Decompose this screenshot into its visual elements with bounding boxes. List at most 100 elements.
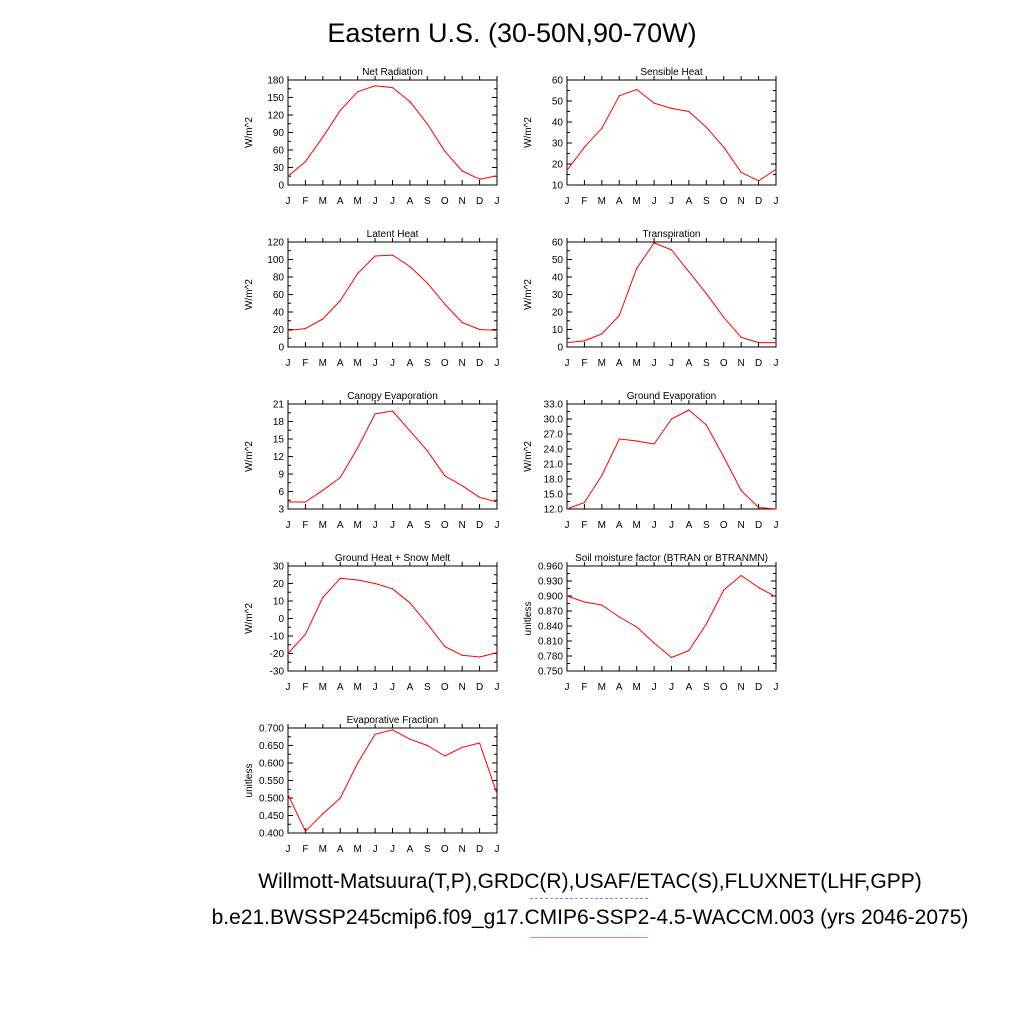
- data-point: [478, 178, 481, 180]
- data-point: [391, 254, 394, 256]
- data-point: [566, 342, 568, 344]
- data-point: [670, 418, 673, 420]
- chart-ground-evaporation: Ground Evaporation W/m^2 12.0 15.0 18.0 21.0 2…: [523, 391, 779, 531]
- data-point: [374, 733, 376, 735]
- x-tick-label: N: [738, 196, 745, 207]
- x-tick-label: J: [774, 358, 779, 369]
- data-point: [688, 271, 690, 273]
- x-tick-label: J: [373, 682, 378, 693]
- y-tick-label: 20: [552, 160, 564, 171]
- data-point: [391, 410, 394, 412]
- data-point: [391, 86, 394, 89]
- y-tick-label: 0.780: [538, 652, 563, 663]
- data-point: [461, 485, 463, 487]
- data-point: [304, 501, 307, 503]
- data-point: [740, 574, 742, 577]
- data-point: [461, 170, 463, 172]
- y-tick-label: 120: [267, 238, 284, 249]
- series-line: [287, 85, 498, 180]
- data-point: [478, 656, 481, 658]
- x-tick-label: J: [669, 196, 674, 207]
- data-point: [705, 293, 707, 295]
- data-sources-caption: Willmott-Matsuura(T,P),GRDC(R),USAF/ETAC…: [258, 870, 922, 893]
- chart-title: Canopy Evaporation: [347, 391, 438, 402]
- x-tick-label: J: [565, 682, 570, 693]
- x-tick-label: M: [598, 682, 606, 693]
- data-point: [583, 601, 586, 603]
- y-tick-label: 0.870: [538, 607, 563, 618]
- data-point: [496, 501, 498, 503]
- x-tick-label: J: [565, 520, 570, 531]
- data-point: [304, 830, 307, 832]
- x-tick-label: J: [495, 358, 500, 369]
- y-tick-label: 9: [278, 470, 284, 481]
- x-tick-label: J: [495, 682, 500, 693]
- data-point: [357, 762, 359, 764]
- data-point: [583, 146, 586, 148]
- y-tick-label: 50: [552, 97, 564, 108]
- y-tick-label: -20: [270, 649, 285, 660]
- x-tick-label: J: [373, 520, 378, 531]
- data-point: [426, 282, 428, 284]
- y-tick-label: 30.0: [544, 415, 564, 426]
- y-tick-label: -30: [270, 667, 285, 678]
- data-point: [409, 100, 411, 103]
- y-axis-label: W/m^2: [523, 279, 534, 310]
- data-point: [723, 589, 725, 591]
- x-tick-label: J: [669, 520, 674, 531]
- y-tick-label: 6: [278, 487, 284, 498]
- y-tick-label: 40: [552, 118, 564, 129]
- x-tick-label: M: [598, 520, 606, 531]
- x-tick-label: J: [286, 682, 291, 693]
- x-tick-label: A: [407, 196, 414, 207]
- y-tick-label: 10: [552, 181, 564, 192]
- x-tick-label: J: [286, 844, 291, 855]
- x-tick-label: F: [302, 844, 308, 855]
- y-tick-label: 21: [273, 400, 285, 411]
- y-tick-label: 10: [552, 325, 564, 336]
- y-tick-label: 60: [273, 290, 285, 301]
- y-tick-label: 30: [552, 139, 564, 150]
- y-tick-label: 0.550: [259, 776, 284, 787]
- y-tick-label: 12: [273, 452, 285, 463]
- data-point: [304, 161, 307, 163]
- x-tick-label: M: [319, 520, 327, 531]
- x-tick-label: F: [581, 682, 587, 693]
- x-tick-label: F: [302, 520, 308, 531]
- data-point: [740, 336, 742, 338]
- series-line: [566, 409, 777, 510]
- x-tick-label: J: [390, 358, 395, 369]
- x-tick-label: A: [616, 196, 623, 207]
- x-tick-label: A: [337, 358, 344, 369]
- x-tick-label: N: [459, 196, 466, 207]
- chart-soil-moisture-factor: Soil moisture factor (BTRAN or BTRANMN) u…: [523, 553, 779, 693]
- x-tick-label: D: [755, 520, 762, 531]
- y-tick-label: 60: [552, 238, 564, 249]
- x-tick-label: N: [459, 358, 466, 369]
- chart-title: Soil moisture factor (BTRAN or BTRANMN): [575, 553, 768, 564]
- x-tick-label: O: [441, 844, 449, 855]
- data-point: [566, 508, 568, 510]
- x-tick-label: O: [441, 196, 449, 207]
- x-tick-label: A: [337, 682, 344, 693]
- y-tick-label: 0: [278, 343, 284, 354]
- data-point: [357, 272, 359, 275]
- x-tick-label: J: [390, 844, 395, 855]
- x-tick-label: M: [632, 358, 640, 369]
- x-tick-label: S: [424, 358, 431, 369]
- data-point: [339, 797, 341, 799]
- x-tick-label: A: [407, 844, 414, 855]
- data-point: [757, 180, 760, 182]
- chart-ground-heat-snow-melt: Ground Heat + Snow Melt W/m^2 -30 -20 -10 0 10…: [244, 553, 500, 693]
- y-tick-label: -10: [270, 632, 285, 643]
- y-tick-label: 21.0: [544, 460, 564, 471]
- plot-frame: [287, 403, 498, 510]
- data-point: [583, 501, 586, 504]
- data-point: [723, 146, 725, 148]
- x-tick-label: M: [632, 682, 640, 693]
- x-tick-label: F: [581, 520, 587, 531]
